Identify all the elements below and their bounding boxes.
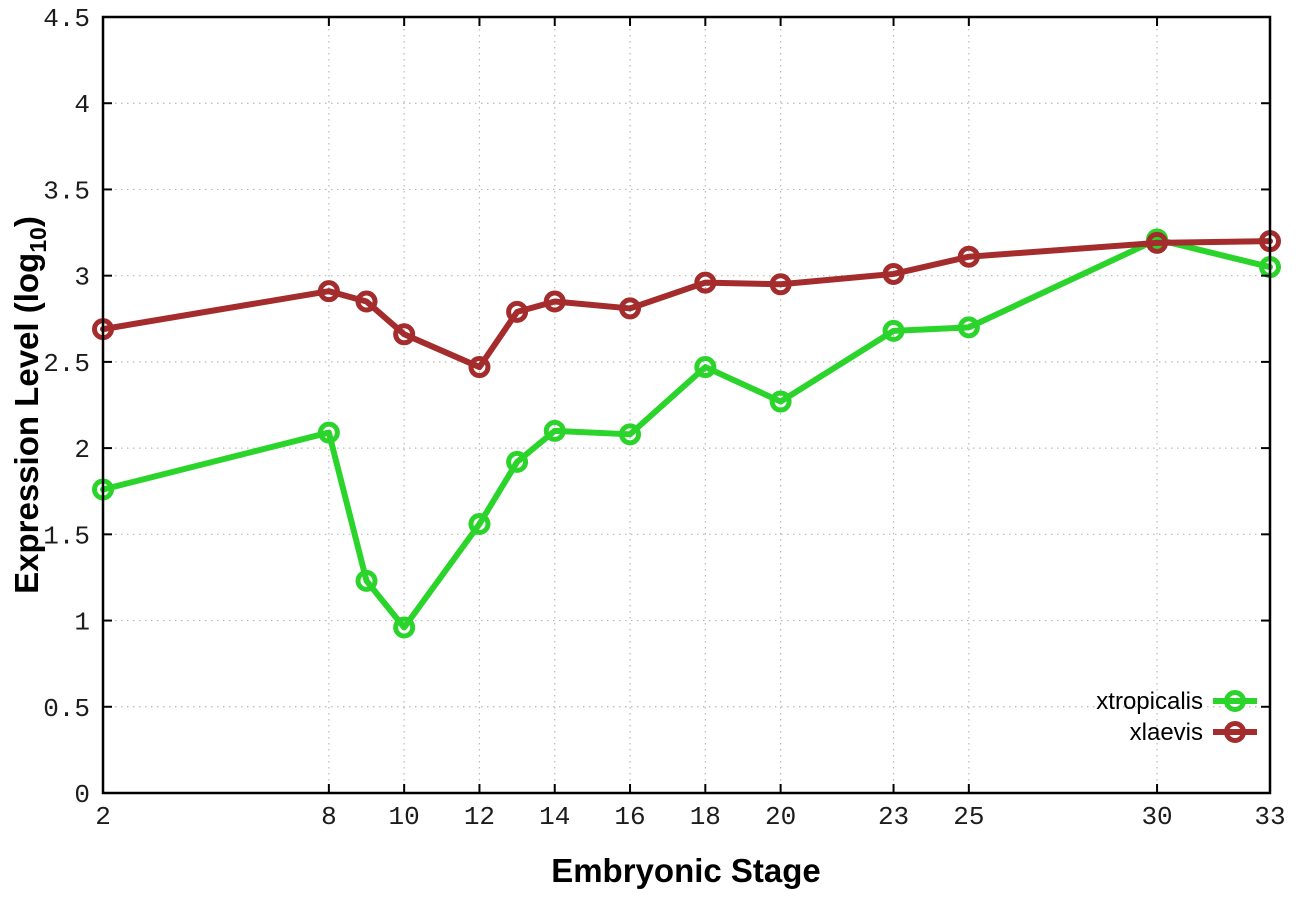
data-point-xlaevis-13 — [506, 300, 529, 323]
y-tick-label-0: 0 — [74, 780, 90, 810]
grid-layer — [102, 16, 1271, 794]
x-axis-title: Embryonic Stage — [551, 852, 821, 889]
y-axis-title: Expression Level (log10) — [8, 216, 51, 594]
data-point-xtropicalis-9 — [355, 569, 378, 592]
y-tick-label-3.5: 3.5 — [43, 176, 90, 206]
data-point-xtropicalis-23 — [882, 319, 905, 342]
data-point-xlaevis-23 — [882, 262, 905, 285]
x-tick-label-10: 10 — [389, 802, 420, 832]
data-point-xtropicalis-18 — [694, 356, 717, 379]
data-point-xlaevis-12 — [468, 356, 491, 379]
plot-border — [101, 15, 1272, 795]
x-tick-label-14: 14 — [539, 802, 570, 832]
legend-label-xlaevis: xlaevis — [1130, 719, 1203, 746]
data-point-xtropicalis-13 — [506, 450, 529, 473]
data-point-xlaevis-25 — [957, 245, 980, 268]
x-tick-label-30: 30 — [1141, 802, 1172, 832]
series-layer — [92, 228, 1281, 639]
data-point-xlaevis-14 — [543, 290, 566, 313]
data-point-xtropicalis-16 — [619, 423, 642, 446]
data-point-xtropicalis-20 — [769, 390, 792, 413]
data-point-xtropicalis-25 — [957, 316, 980, 339]
y-tick-label-2: 2 — [74, 435, 90, 465]
y-tick-label-1: 1 — [74, 608, 90, 638]
data-point-xtropicalis-10 — [393, 616, 416, 639]
legend-marker-xtropicalis — [1224, 690, 1246, 712]
y-tick-label-3: 3 — [74, 263, 90, 293]
data-point-xlaevis-10 — [393, 323, 416, 346]
legend: xtropicalis xlaevis — [1096, 688, 1257, 746]
data-point-xlaevis-30 — [1146, 231, 1169, 254]
x-tick-label-23: 23 — [878, 802, 909, 832]
y-tick-label-4.5: 4.5 — [43, 4, 90, 34]
x-tick-label-2: 2 — [95, 802, 111, 832]
series-line-xlaevis — [100, 238, 1273, 371]
data-point-xlaevis-16 — [619, 297, 642, 320]
y-tick-label-0.5: 0.5 — [43, 694, 90, 724]
data-point-xlaevis-20 — [769, 273, 792, 296]
data-point-xtropicalis-8 — [317, 421, 340, 444]
tick-layer: 2 8 10 12 14 16 18 20 23 25 30 33 0 0.5 1 1.5 2 2.5 3 3.5 4 4… — [43, 4, 1285, 832]
data-point-xlaevis-9 — [355, 290, 378, 313]
legend-marker-xlaevis — [1224, 721, 1246, 743]
x-tick-label-25: 25 — [953, 802, 984, 832]
data-point-xtropicalis-14 — [543, 419, 566, 442]
legend-entry-xtropicalis: xtropicalis — [1096, 688, 1257, 715]
data-point-xlaevis-8 — [317, 280, 340, 303]
y-tick-label-2.5: 2.5 — [43, 349, 90, 379]
y-tick-label-1.5: 1.5 — [43, 521, 90, 551]
x-tick-label-12: 12 — [464, 802, 495, 832]
legend-label-xtropicalis: xtropicalis — [1096, 688, 1203, 715]
plot-frame — [101, 15, 1272, 795]
data-point-xtropicalis-12 — [468, 512, 491, 535]
legend-entry-xlaevis: xlaevis — [1130, 719, 1257, 746]
x-tick-label-33: 33 — [1254, 802, 1285, 832]
x-tick-label-18: 18 — [690, 802, 721, 832]
x-tick-label-20: 20 — [765, 802, 796, 832]
x-tick-label-8: 8 — [321, 802, 337, 832]
x-tick-label-16: 16 — [614, 802, 645, 832]
data-point-xlaevis-18 — [694, 271, 717, 294]
y-tick-label-4: 4 — [74, 90, 90, 120]
